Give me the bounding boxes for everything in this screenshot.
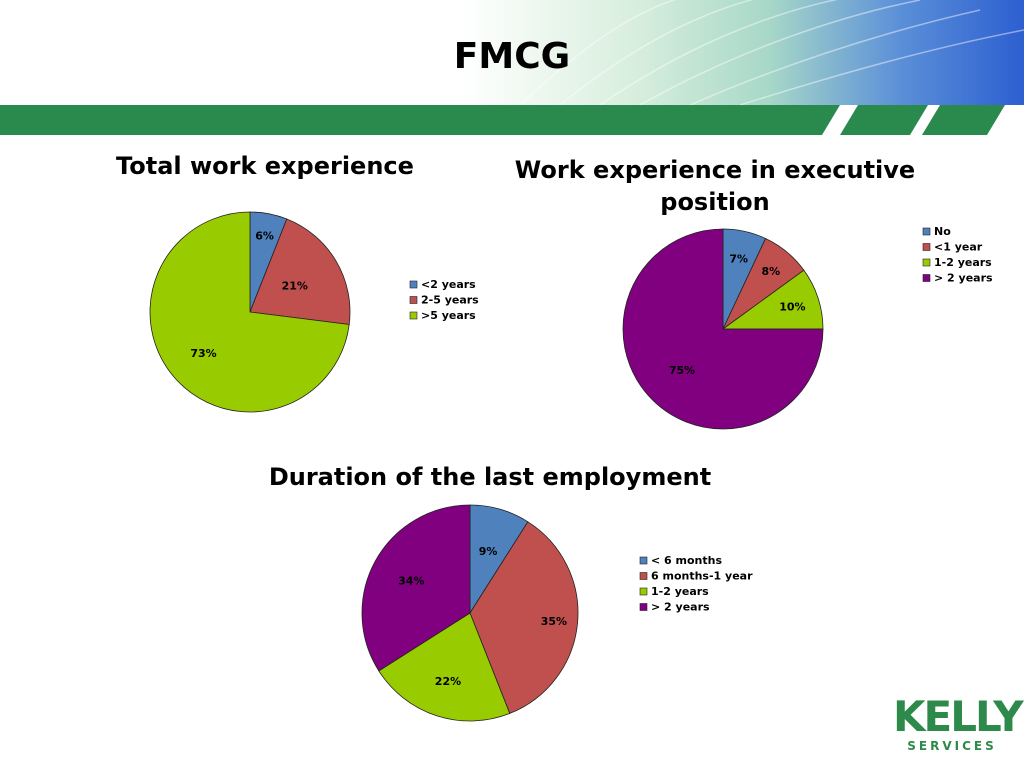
chart-title-total-experience: Total work experience [116,152,414,180]
slide-title: FMCG [453,36,571,77]
pie-data-label-4: 34% [398,575,424,588]
legend-label-3: >5 years [421,309,476,322]
pie-data-label-2: 35% [541,615,567,628]
pie-chart-executive-experience: 7% 8% 10% 75% No <1 year 1-2 years > 2 years [622,225,993,430]
legend-label-1: < 6 months [651,554,722,567]
pie-slice-4 [622,228,824,430]
pie-data-label-1: 7% [729,253,748,266]
header-swirl-lines [519,0,1024,106]
kelly-services-logo: KELLY SERVICES [893,692,1024,757]
legend-swatch-3 [409,311,418,320]
pie-data-label-3: 22% [435,675,461,688]
chart-title-last-employment: Duration of the last employment [268,463,712,491]
legend-swatch-1 [409,280,418,289]
pie-data-label-1: 9% [479,545,498,558]
legend-swatch-3 [639,587,648,596]
legend-swatch-4 [922,274,931,282]
legend-label-3: 1-2 years [651,585,709,598]
legend-swatch-2 [922,243,931,251]
pie-chart-total-experience: 6% 21% 73% <2 years 2-5 years >5 years [149,211,479,413]
legend-swatch-2 [409,296,418,304]
pie-slice-4 [361,504,471,672]
legend-label-4: > 2 years [651,601,710,614]
logo-sub-text: SERVICES [907,739,997,753]
legend-label-3: 1-2 years [934,256,992,269]
header-gradient [0,0,1024,105]
pie-slice-2 [469,521,579,714]
legend-label-4: > 2 years [934,272,993,285]
pie-slice-3 [149,211,350,413]
pie-data-label-1: 6% [255,229,274,242]
pie-slice-2 [249,218,351,325]
pie-chart-last-employment: 9% 35% 22% 34% < 6 months 6 months-1 year 1-2 … [361,504,753,722]
legend-label-2: 2-5 years [421,294,479,307]
header-band-block-2 [922,105,1005,135]
legend-label-2: <1 year [934,241,983,254]
legend-swatch-4 [639,603,648,611]
header-band-block-1 [840,105,928,135]
legend-label-1: <2 years [421,278,476,291]
pie-data-label-3: 73% [190,347,216,360]
legend-label-1: No [934,225,951,238]
pie-data-label-2: 8% [761,265,780,278]
pie-data-label-2: 21% [282,280,308,293]
header-green-band [0,105,840,135]
pie-data-label-4: 75% [669,364,695,377]
legend-swatch-2 [639,572,648,580]
chart-title-executive-experience: Work experience in executive position [514,156,916,216]
legend-swatch-1 [922,227,931,236]
header-banner [0,0,1024,135]
legend-swatch-1 [639,556,648,565]
pie-data-label-3: 10% [779,300,805,313]
legend-swatch-3 [922,258,931,267]
logo-brand-text: KELLY [893,692,1024,741]
pie-slice-3 [378,612,511,722]
legend-label-2: 6 months-1 year [651,570,753,583]
